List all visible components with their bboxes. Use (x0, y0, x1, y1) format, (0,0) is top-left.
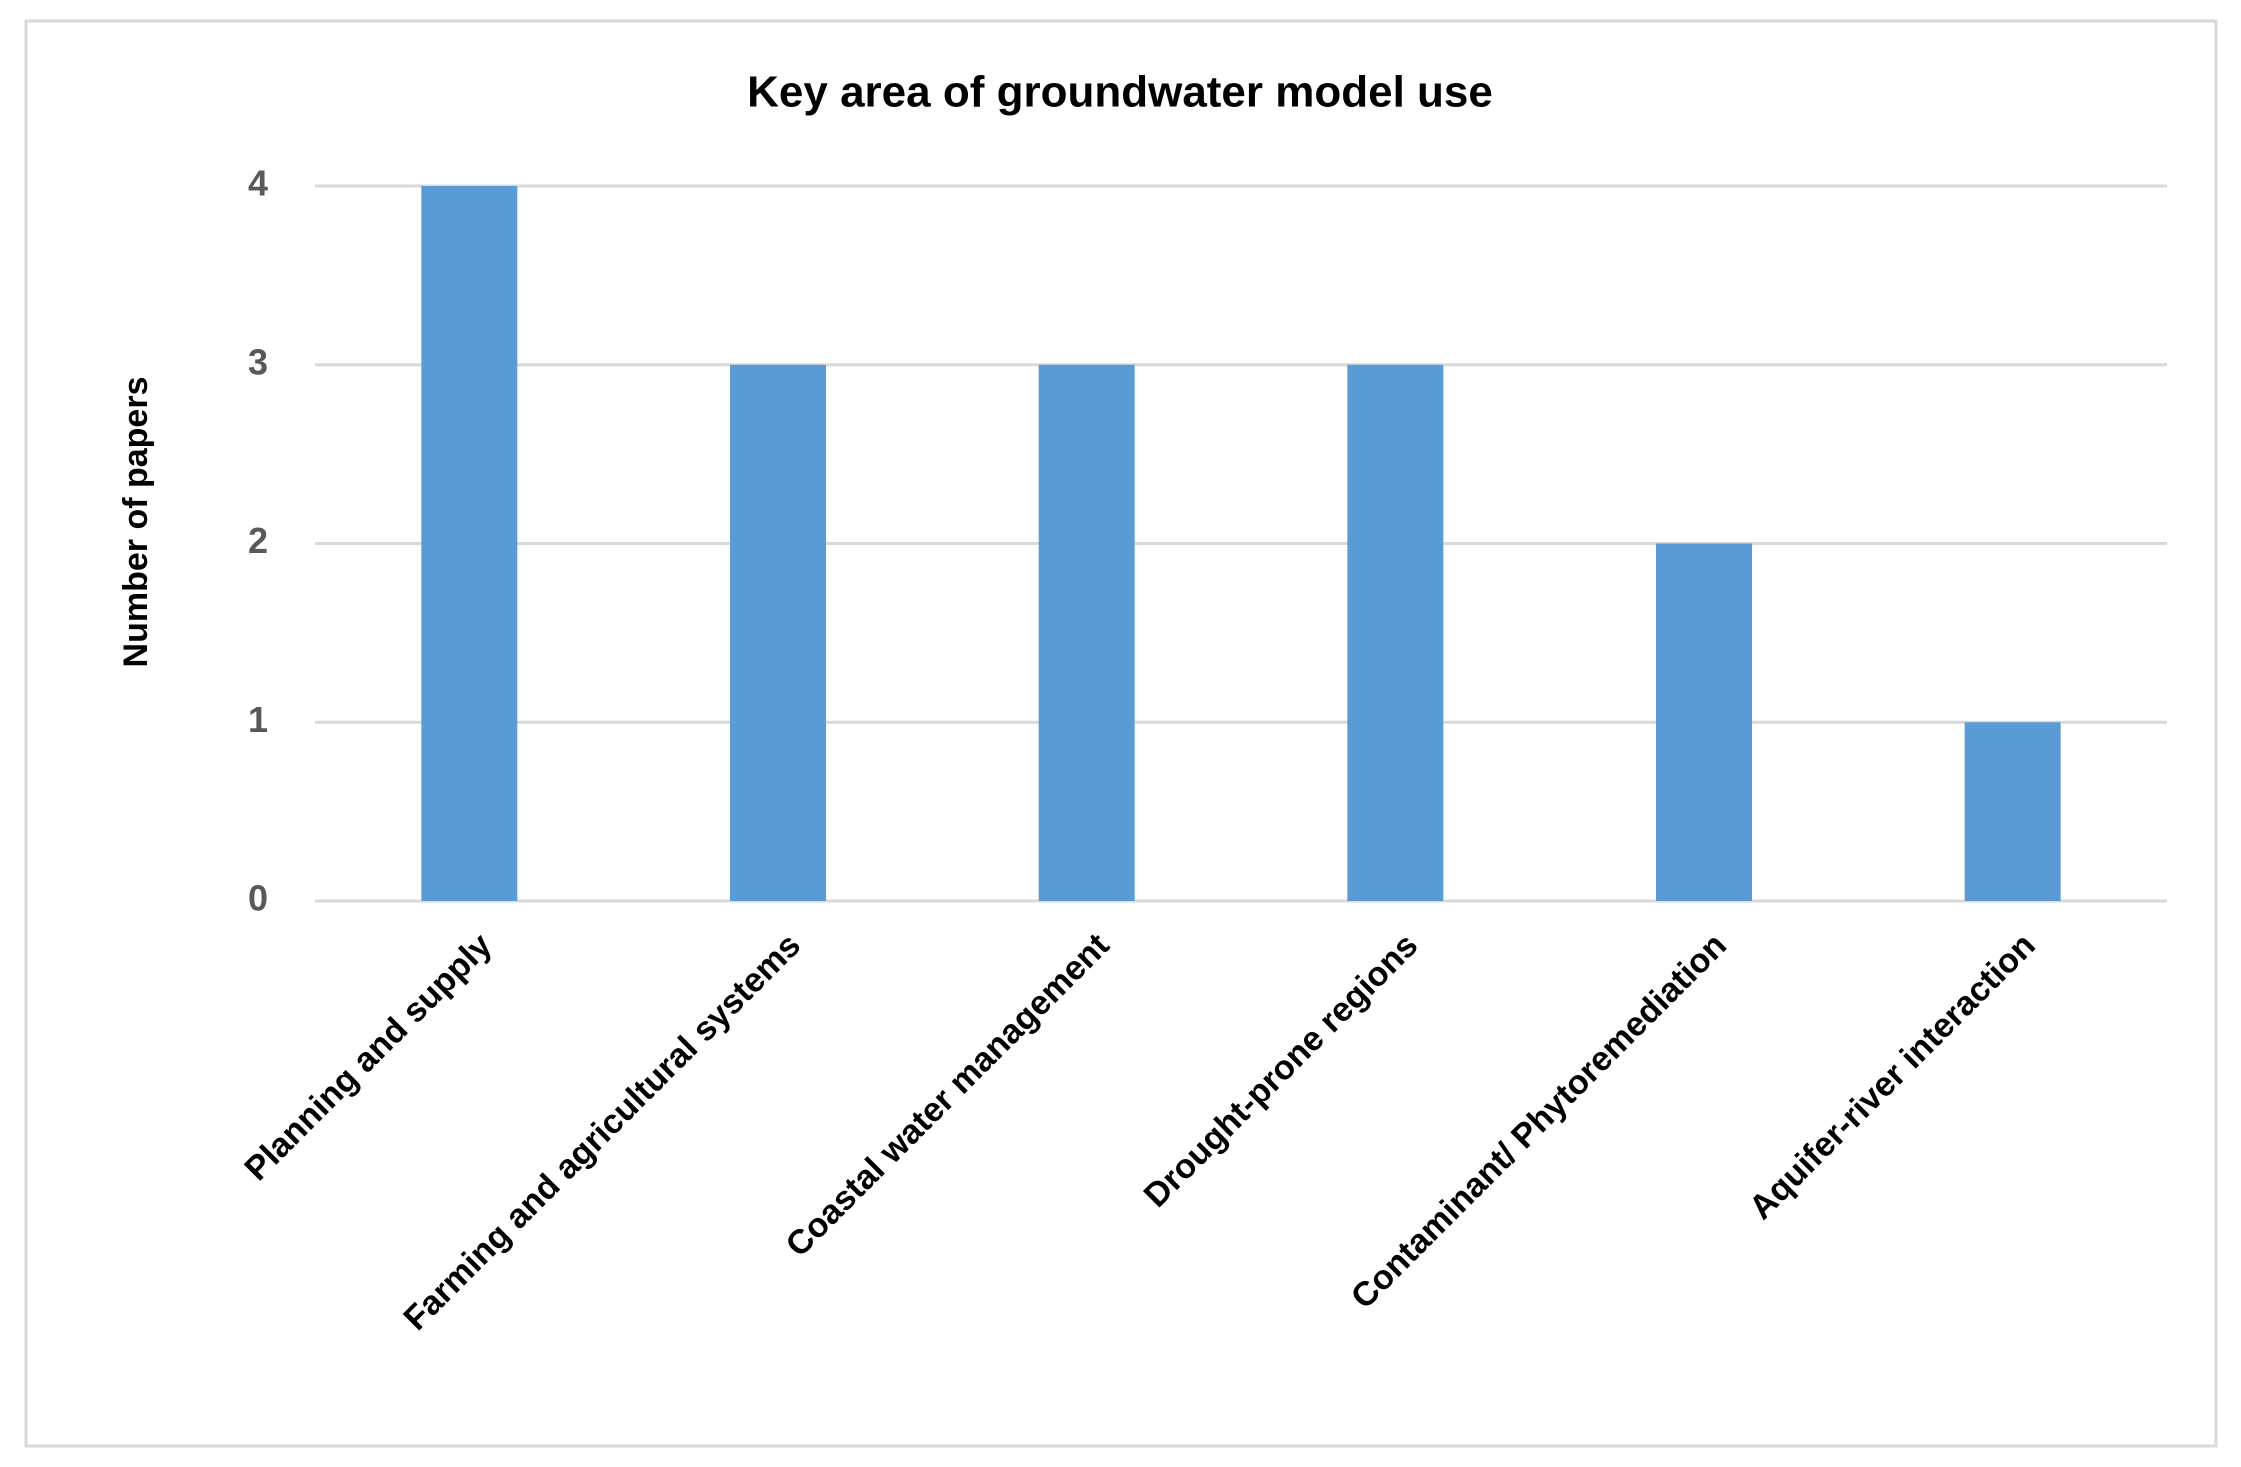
chart-title: Key area of groundwater model use (747, 68, 1493, 117)
y-tick-label: 2 (248, 520, 268, 561)
bar (1347, 364, 1444, 901)
bar (1964, 722, 2061, 901)
y-axis-title: Number of papers (117, 377, 155, 668)
bar (730, 364, 826, 901)
y-tick-label: 0 (248, 878, 268, 919)
y-tick-label: 4 (248, 163, 268, 204)
y-tick-label: 3 (248, 341, 268, 382)
bar (1038, 364, 1135, 901)
bar (1656, 543, 1752, 901)
bar (421, 186, 518, 901)
y-tick-label: 1 (248, 699, 268, 740)
